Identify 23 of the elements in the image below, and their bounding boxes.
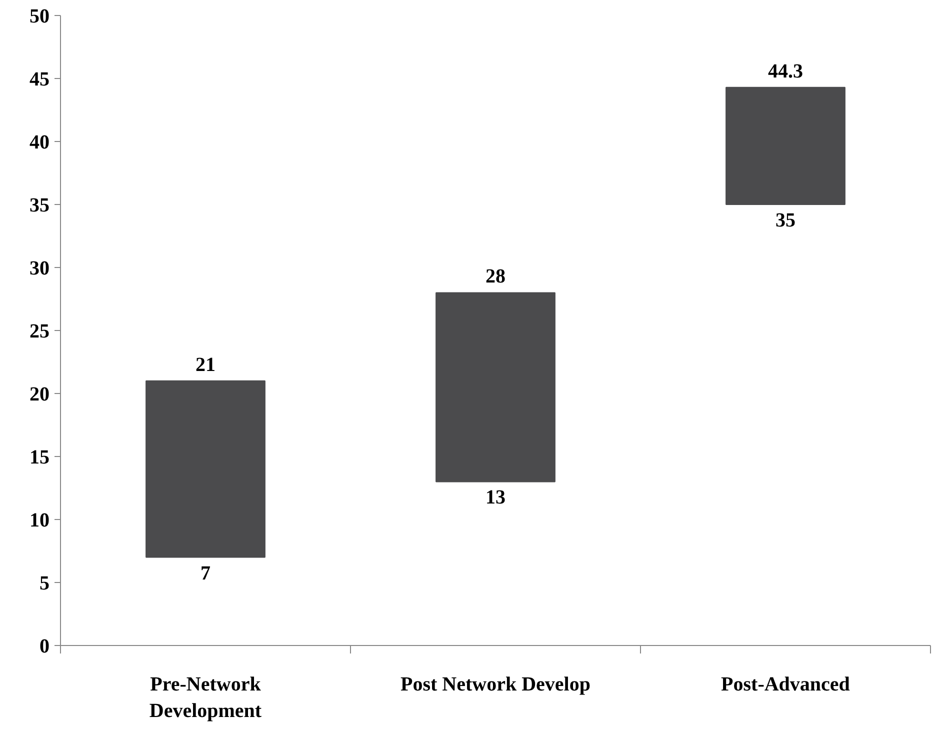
x-tick-label: Pre-Network Development [149, 674, 262, 722]
bar [436, 292, 556, 482]
y-tick-label: 35 [30, 194, 50, 216]
y-tick-label: 45 [30, 68, 50, 90]
x-tick-label: Post-Advanced [721, 674, 850, 696]
bar [726, 86, 846, 205]
y-tick-label: 25 [30, 320, 50, 342]
annotation: 35 [776, 210, 796, 232]
y-tick-label: 15 [30, 446, 50, 468]
annotation: 21 [196, 354, 216, 376]
y-tick-label: 20 [30, 384, 50, 406]
y-tick-label: 40 [30, 132, 50, 154]
y-tick-label: 0 [40, 636, 50, 658]
annotation: 44.3 [768, 60, 803, 82]
x-tick-label: Post Network Develop [400, 674, 590, 696]
y-tick-label: 30 [30, 258, 50, 280]
bar [146, 380, 266, 558]
y-tick-label: 50 [30, 6, 50, 28]
annotation: 13 [486, 486, 506, 509]
y-tick-label: 5 [40, 572, 50, 594]
annotation: 28 [486, 266, 506, 288]
y-tick-label: 10 [30, 510, 50, 532]
annotation: 7 [200, 562, 210, 584]
